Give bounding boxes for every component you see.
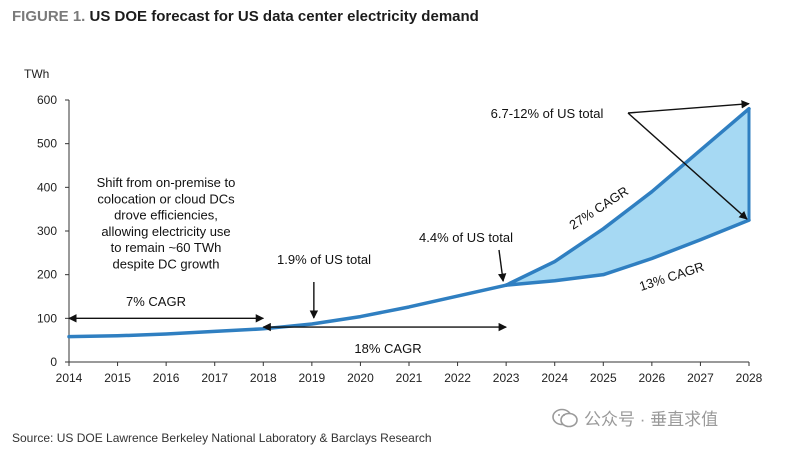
us-2023-label: 4.4% of US total bbox=[419, 230, 513, 245]
wechat-icon bbox=[552, 408, 578, 427]
x-tick-label: 2017 bbox=[201, 371, 228, 385]
watermark: 公众号 · 垂直求值 bbox=[552, 405, 718, 430]
shift-annotation-line: to remain ~60 TWh bbox=[111, 240, 222, 255]
low-scenario-line bbox=[504, 218, 751, 287]
y-tick-label: 500 bbox=[37, 137, 57, 151]
cagr-13-label: 13% CAGR bbox=[637, 259, 706, 294]
scenario-range-area bbox=[506, 108, 749, 286]
y-tick-label: 200 bbox=[37, 268, 57, 282]
x-tick-label: 2025 bbox=[590, 371, 617, 385]
us-2028-high-arrow bbox=[627, 100, 750, 114]
x-tick-label: 2026 bbox=[639, 371, 666, 385]
watermark-text: 公众号 · 垂直求值 bbox=[584, 410, 719, 429]
y-axis-label: TWh bbox=[24, 67, 49, 81]
cagr-18-label: 18% CAGR bbox=[354, 341, 421, 356]
us-2023-arrow bbox=[497, 249, 507, 282]
source-note: Source: US DOE Lawrence Berkeley Nationa… bbox=[12, 431, 432, 445]
y-tick-label: 300 bbox=[37, 224, 57, 238]
x-tick-label: 2028 bbox=[736, 371, 763, 385]
x-tick-label: 2024 bbox=[541, 371, 568, 385]
x-tick-label: 2018 bbox=[250, 371, 277, 385]
x-tick-label: 2021 bbox=[396, 371, 423, 385]
us-2028-low-arrow bbox=[627, 112, 748, 220]
figure-title: FIGURE 1. US DOE forecast for US data ce… bbox=[12, 8, 479, 25]
shift-annotation-line: despite DC growth bbox=[113, 257, 220, 272]
x-tick-label: 2027 bbox=[687, 371, 714, 385]
chart-axes: 0 100 200 300 400 500 600 TWh 2014 2015 2016 2017 20… bbox=[24, 67, 763, 385]
shift-annotation-line: drove efficiencies, bbox=[114, 208, 218, 223]
shift-annotation-line: Shift from on-premise to bbox=[97, 175, 236, 190]
y-tick-label: 100 bbox=[37, 311, 57, 325]
us-2028-label: 6.7-12% of US total bbox=[491, 106, 604, 121]
x-tick-label: 2019 bbox=[299, 371, 326, 385]
shift-annotation-line: colocation or cloud DCs bbox=[97, 191, 235, 206]
x-tick-label: 2023 bbox=[493, 371, 520, 385]
us-2019-label: 1.9% of US total bbox=[277, 252, 371, 267]
x-tick-label: 2016 bbox=[153, 371, 180, 385]
x-tick-label: 2020 bbox=[347, 371, 374, 385]
x-tick-label: 2014 bbox=[56, 371, 83, 385]
y-tick-label: 0 bbox=[50, 355, 57, 369]
shift-annotation-line: allowing electricity use bbox=[101, 224, 230, 239]
y-tick-label: 400 bbox=[37, 180, 57, 194]
x-tick-label: 2022 bbox=[444, 371, 471, 385]
historical-line bbox=[67, 283, 508, 339]
y-tick-label: 600 bbox=[37, 93, 57, 107]
x-tick-label: 2015 bbox=[104, 371, 131, 385]
figure-title-text: US DOE forecast for US data center elect… bbox=[89, 8, 479, 25]
cagr-7-label: 7% CAGR bbox=[126, 294, 186, 309]
high-scenario-line bbox=[504, 106, 751, 287]
figure-label: FIGURE 1. bbox=[12, 8, 86, 25]
